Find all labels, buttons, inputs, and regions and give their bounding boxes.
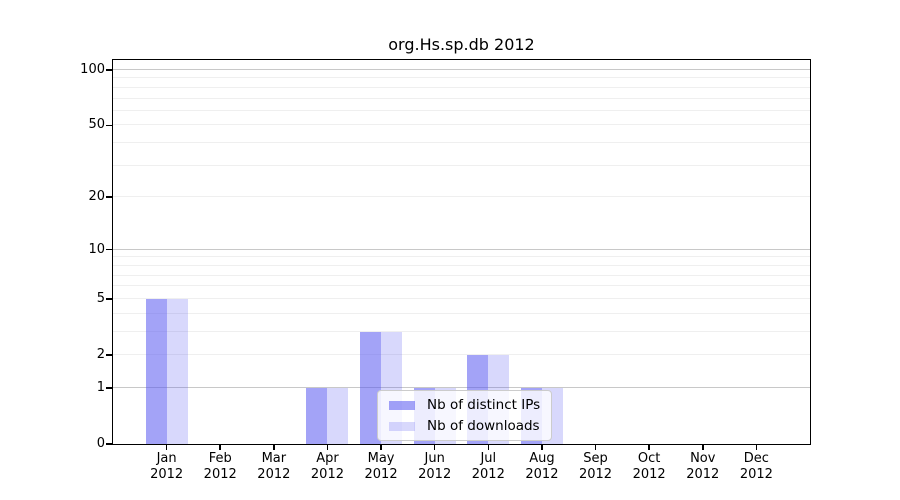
y-tick-label-2: 2 xyxy=(96,346,105,362)
y-tick-5 xyxy=(106,297,112,300)
legend-item-downloads: Nb of downloads xyxy=(389,418,540,434)
bar-downloads-jan xyxy=(166,298,188,444)
x-label-year: 2012 xyxy=(310,467,344,482)
plot-area: Nb of distinct IPs Nb of downloads xyxy=(113,60,810,444)
y-tick-label-20: 20 xyxy=(88,189,105,205)
y-tick-10 xyxy=(106,248,112,251)
x-label-year: 2012 xyxy=(203,467,237,482)
gridline-y-6 xyxy=(113,285,810,287)
y-tick-label-1: 1 xyxy=(96,379,105,395)
x-tick-feb xyxy=(219,444,222,450)
gridline-y-30 xyxy=(113,164,810,166)
y-tick-1 xyxy=(106,387,112,389)
gridline-y-20 xyxy=(113,196,810,198)
bar-distinct-ips-apr xyxy=(306,387,328,444)
gridline-y-2 xyxy=(113,353,810,355)
x-tick-label-jan: Jan 2012 xyxy=(135,451,199,483)
x-tick-aug xyxy=(541,444,543,450)
x-tick-label-apr: Apr 2012 xyxy=(295,451,359,483)
x-tick-nov xyxy=(701,444,704,450)
x-tick-sep xyxy=(594,444,597,450)
y-tick-label-50: 50 xyxy=(88,117,105,133)
x-label-year: 2012 xyxy=(525,467,559,482)
chart-title: org.Hs.sp.db 2012 xyxy=(388,35,535,54)
y-tick-50 xyxy=(106,124,112,127)
x-label-year: 2012 xyxy=(632,467,666,482)
x-label-year: 2012 xyxy=(578,467,613,482)
gridline-y-90 xyxy=(113,77,810,79)
x-label-month: May xyxy=(367,451,395,466)
legend-label-distinct-ips: Nb of distinct IPs xyxy=(427,397,541,413)
x-tick-mar xyxy=(273,444,275,450)
x-label-year: 2012 xyxy=(418,467,452,482)
x-label-year: 2012 xyxy=(739,467,773,482)
x-tick-jan xyxy=(165,444,168,450)
gridline-y-9 xyxy=(113,256,810,258)
x-tick-oct xyxy=(648,444,650,450)
legend-label-downloads: Nb of downloads xyxy=(427,418,540,434)
x-tick-may xyxy=(380,444,382,450)
x-tick-label-may: May 2012 xyxy=(349,451,413,483)
legend-swatch-distinct-ips xyxy=(389,400,415,410)
x-tick-label-feb: Feb 2012 xyxy=(188,451,252,483)
x-label-year: 2012 xyxy=(364,467,398,482)
gridline-y-40 xyxy=(113,142,810,144)
x-tick-jul xyxy=(487,444,490,450)
x-label-month: Dec xyxy=(743,451,769,466)
x-label-month: Nov xyxy=(690,451,716,466)
legend: Nb of distinct IPs Nb of downloads xyxy=(377,390,553,441)
x-tick-apr xyxy=(326,444,329,450)
x-label-month: Apr xyxy=(316,451,339,466)
x-label-month: Feb xyxy=(208,451,232,466)
x-tick-dec xyxy=(755,444,758,450)
x-label-year: 2012 xyxy=(257,467,291,482)
x-tick-label-jul: Jul 2012 xyxy=(456,451,520,483)
x-tick-label-jun: Jun 2012 xyxy=(403,451,467,483)
gridline-y-80 xyxy=(113,86,810,88)
x-label-month: Oct xyxy=(637,451,661,466)
y-tick-label-0: 0 xyxy=(96,436,105,451)
gridline-y-60 xyxy=(113,109,810,111)
x-label-month: Aug xyxy=(529,451,555,466)
y-tick-label-5: 5 xyxy=(96,290,105,306)
x-tick-label-dec: Dec 2012 xyxy=(724,451,788,483)
x-tick-label-aug: Aug 2012 xyxy=(510,451,574,483)
gridline-y-4 xyxy=(113,312,810,314)
x-label-month: Jul xyxy=(480,451,497,466)
x-label-year: 2012 xyxy=(150,467,184,482)
x-label-month: Jan xyxy=(156,451,177,466)
bar-downloads-apr xyxy=(327,387,349,444)
x-tick-label-mar: Mar 2012 xyxy=(242,451,306,483)
gridline-y-5 xyxy=(113,297,810,299)
y-tick-2 xyxy=(106,354,112,356)
gridline-major-y-10 xyxy=(113,248,810,250)
legend-item-distinct-ips: Nb of distinct IPs xyxy=(389,397,540,413)
y-tick-20 xyxy=(106,196,112,199)
gridline-y-3 xyxy=(113,330,810,332)
x-tick-label-oct: Oct 2012 xyxy=(617,451,681,483)
gridline-major-y-100 xyxy=(113,69,810,70)
gridline-major-y-1 xyxy=(113,386,810,388)
x-tick-label-nov: Nov 2012 xyxy=(671,451,735,483)
y-tick-0 xyxy=(106,443,112,445)
gridline-y-50 xyxy=(113,124,810,126)
x-tick-label-sep: Sep 2012 xyxy=(564,451,628,483)
gridline-y-7 xyxy=(113,274,810,276)
y-tick-label-10: 10 xyxy=(88,241,105,257)
y-tick-100 xyxy=(106,69,112,71)
x-label-year: 2012 xyxy=(686,467,720,482)
x-label-month: Jun xyxy=(424,451,445,466)
gridline-y-8 xyxy=(113,264,810,266)
y-tick-label-100: 100 xyxy=(80,62,105,77)
legend-swatch-downloads xyxy=(389,421,415,431)
bar-distinct-ips-may xyxy=(360,331,382,444)
bar-distinct-ips-jan xyxy=(145,298,167,444)
x-label-year: 2012 xyxy=(471,467,505,482)
x-label-month: Sep xyxy=(583,451,608,466)
x-label-month: Mar xyxy=(261,451,287,466)
x-tick-jun xyxy=(433,444,436,450)
gridline-y-70 xyxy=(113,97,810,99)
